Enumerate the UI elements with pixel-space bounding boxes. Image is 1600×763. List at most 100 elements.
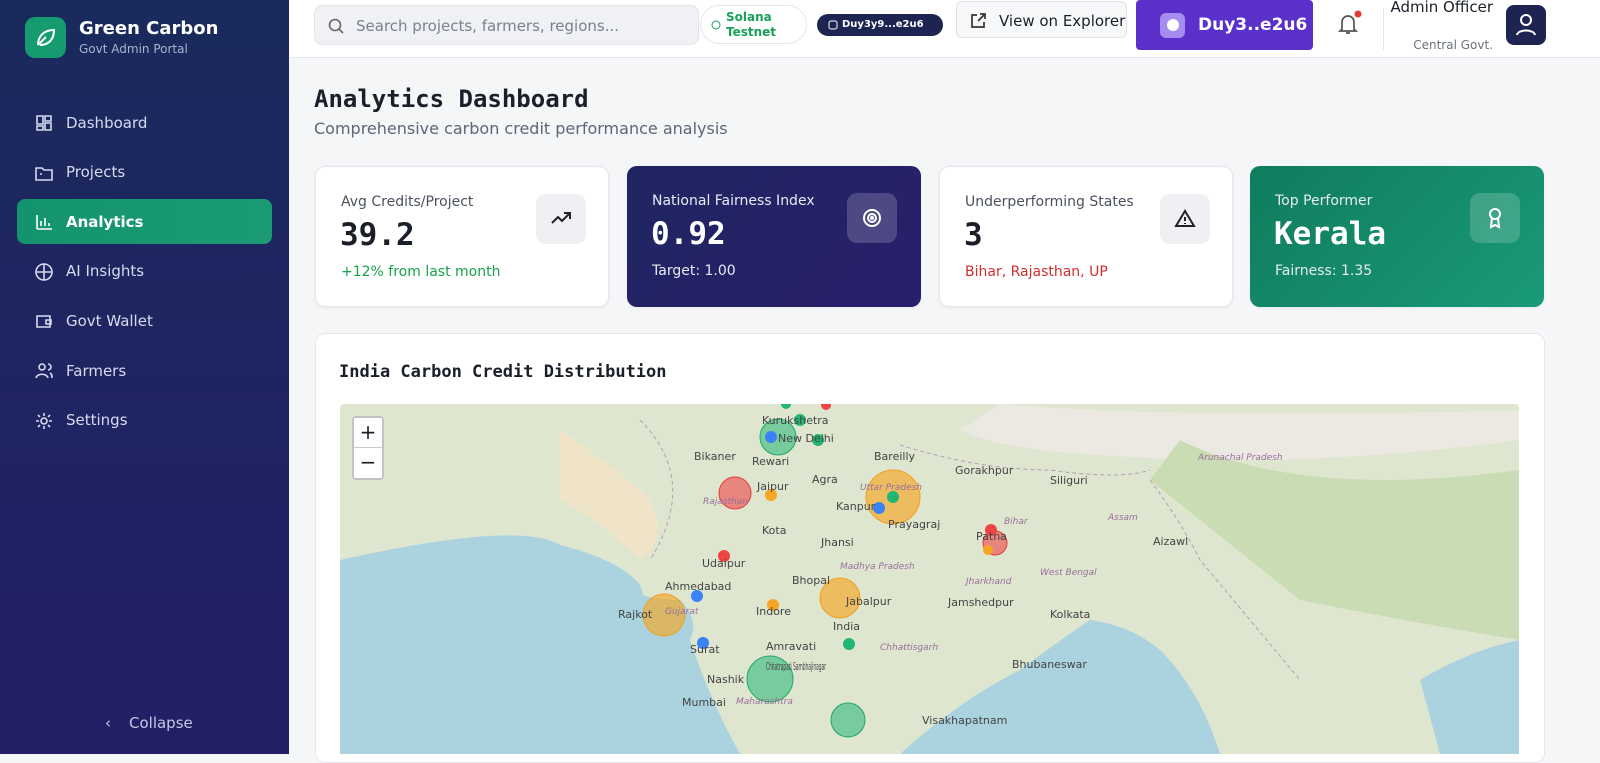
map-marker[interactable] (767, 599, 779, 611)
map-city-label: Kolkata (1050, 608, 1090, 621)
notifications[interactable] (1337, 10, 1363, 38)
card-value: 0.92 (651, 216, 726, 252)
card-value: 39.2 (340, 217, 415, 253)
card-value: 3 (964, 217, 983, 253)
nav-icon (36, 215, 52, 230)
map-city-label: Visakhapatnam (922, 714, 1007, 727)
page-subtitle: Comprehensive carbon credit performance … (314, 119, 728, 138)
card-icon-svg (863, 208, 881, 228)
map-city-label: Ahmedabad (665, 580, 731, 593)
map-city-label: Bhubaneswar (1012, 658, 1087, 671)
sidebar: Green Carbon Govt Admin Portal Dashboard… (0, 0, 289, 754)
map-region-label: West Bengal (1040, 568, 1097, 578)
map-city-label: Jamshedpur (947, 596, 1014, 609)
nav-item[interactable]: Analytics (17, 199, 272, 245)
map-city-label: Agra (812, 473, 838, 486)
map-marker[interactable] (765, 431, 777, 443)
card-icon (536, 194, 586, 244)
map-region-label: Rajasthan (703, 497, 748, 507)
map-marker[interactable] (781, 404, 791, 409)
map-city-label: Patna (976, 530, 1007, 543)
map-region-label: Maharashtra (736, 697, 793, 707)
wallet-chip[interactable]: Duy3y9...e2u6 (817, 14, 943, 36)
nav-item[interactable]: Govt Wallet (17, 298, 272, 343)
search-box[interactable]: Search projects, farmers, regions... (314, 5, 699, 45)
map-marker[interactable] (759, 418, 797, 456)
zoom-out[interactable]: − (359, 450, 377, 474)
map-city-label: Aizawl (1153, 535, 1188, 548)
map[interactable]: Dehradun Kurukshetra New Delhi Rewari Bikane… (340, 404, 1519, 754)
nav-item[interactable]: AI Insights (17, 249, 272, 294)
map-marker[interactable] (830, 702, 866, 738)
explorer-label: View on Explorer (999, 12, 1126, 30)
nav-icon-path (35, 363, 53, 379)
wallet-button-label: Duy3..e2u6 (1198, 15, 1308, 35)
map-marker[interactable] (983, 545, 993, 555)
nav-item[interactable]: Dashboard (17, 100, 272, 145)
nav-label: Dashboard (66, 113, 148, 132)
network-label: Solana Testnet (726, 10, 777, 39)
nav-label: Analytics (66, 212, 144, 231)
nav-label: Settings (66, 411, 128, 430)
map-city-label: Udaipur (702, 557, 746, 570)
stat-card: National Fairness Index 0.92 Target: 1.00 (627, 166, 921, 307)
map-marker[interactable] (642, 593, 686, 637)
nav-icon (36, 115, 52, 131)
map-marker[interactable] (691, 590, 703, 602)
map-marker[interactable] (794, 414, 806, 426)
zoom-in[interactable]: + (354, 418, 382, 448)
map-city-label: Surat (690, 643, 720, 656)
map-city-label: Mumbai (682, 696, 726, 709)
card-icon (1470, 193, 1520, 243)
collapse[interactable]: ‹ Collapse (105, 714, 193, 732)
map-region-label: Arunachal Pradesh (1197, 453, 1283, 463)
map-city-label: Rewari (752, 455, 789, 468)
map-city-label: Jhansi (820, 536, 854, 549)
map-region-label: Uttar Pradesh (860, 483, 922, 493)
map-region-label: Gujarat (665, 607, 699, 617)
avatar[interactable] (1506, 5, 1546, 45)
map-marker[interactable] (812, 434, 824, 446)
map-marker[interactable] (718, 476, 752, 510)
card-note: Bihar, Rajasthan, UP (965, 264, 1108, 280)
explorer-button[interactable]: View on Explorer (956, 1, 1127, 38)
wallet-button[interactable]: Duy3..e2u6 (1136, 0, 1313, 50)
map-marker[interactable] (887, 491, 899, 503)
map-city-label: Kanpur (836, 500, 876, 513)
nav-item[interactable]: Settings (17, 398, 272, 443)
card-label: Top Performer (1275, 193, 1373, 209)
map-marker[interactable] (765, 489, 777, 501)
map-marker[interactable] (873, 502, 885, 514)
user-role: Central Govt. (1413, 38, 1493, 52)
map-marker[interactable] (718, 550, 730, 562)
card-icon-svg (551, 212, 571, 224)
map-city-label: Jabalpur (845, 595, 892, 608)
nav-icon-path (36, 315, 52, 329)
map-marker[interactable] (843, 638, 855, 650)
nav-label: AI Insights (66, 262, 145, 281)
map-region-label: Assam (1107, 513, 1138, 523)
map-marker[interactable] (819, 577, 861, 619)
map-city-label: Siliguri (1050, 474, 1088, 487)
logo (25, 17, 66, 58)
card-icon (1160, 194, 1210, 244)
nav-item[interactable]: Farmers (17, 348, 272, 393)
card-note: +12% from last month (341, 264, 501, 280)
map-city-label: Gorakhpur (955, 464, 1014, 477)
map-marker[interactable] (746, 655, 794, 703)
nav-icon (36, 315, 52, 329)
nav-item[interactable]: Projects (17, 150, 272, 195)
map-city-label: Indore (756, 605, 791, 618)
page-title: Analytics Dashboard (314, 85, 589, 113)
map-marker[interactable] (985, 524, 997, 536)
nav-icon-path (36, 412, 52, 429)
search-placeholder: Search projects, farmers, regions... (356, 17, 620, 35)
map-marker[interactable] (697, 637, 709, 649)
card-icon-svg (1489, 207, 1501, 229)
nav-icon-path (35, 166, 53, 181)
card-icon (847, 193, 897, 243)
divider (1383, 8, 1384, 50)
map-marker[interactable] (821, 404, 831, 410)
brand-name: Green Carbon (79, 18, 219, 39)
